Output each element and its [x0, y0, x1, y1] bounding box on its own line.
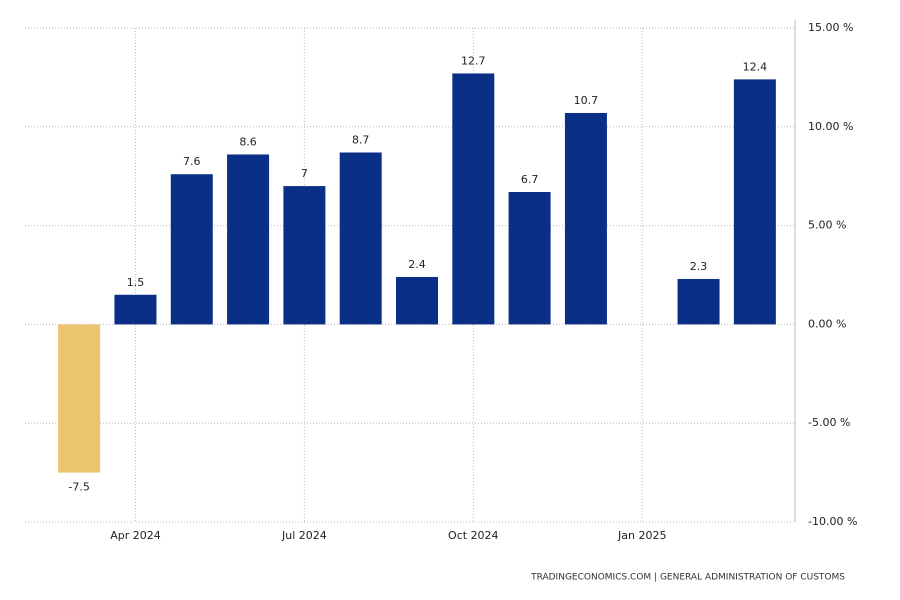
- bar: [283, 186, 326, 325]
- data-label: 7.6: [183, 155, 201, 168]
- y-tick-label: 0.00 %: [808, 317, 846, 330]
- x-tick-label: Oct 2024: [448, 529, 499, 542]
- bar: [508, 192, 551, 325]
- bar: [114, 294, 157, 325]
- data-label: 10.7: [574, 94, 599, 107]
- data-label: 12.7: [461, 54, 486, 67]
- bar: [564, 112, 607, 325]
- data-label: 2.4: [408, 258, 426, 271]
- data-label: 7: [301, 167, 308, 180]
- x-tick-label: Apr 2024: [110, 529, 161, 542]
- bar: [733, 79, 776, 325]
- bar: [677, 278, 720, 325]
- data-label: 2.3: [690, 260, 708, 273]
- data-label: -7.5: [68, 481, 89, 494]
- x-tick-label: Jul 2024: [281, 529, 327, 542]
- bar: [339, 152, 382, 325]
- bar: [396, 276, 438, 325]
- y-tick-label: -10.00 %: [808, 515, 857, 528]
- y-tick-label: -5.00 %: [808, 416, 850, 429]
- bar: [58, 324, 101, 473]
- x-tick-label: Jan 2025: [617, 529, 666, 542]
- y-tick-label: 5.00 %: [808, 219, 846, 232]
- data-label: 12.4: [743, 60, 768, 73]
- y-tick-label: 10.00 %: [808, 120, 853, 133]
- bar: [227, 154, 270, 325]
- data-label: 6.7: [521, 173, 539, 186]
- data-label: 8.7: [352, 133, 370, 146]
- bar: [452, 73, 495, 325]
- y-tick-label: 15.00 %: [808, 21, 853, 34]
- data-label: 1.5: [127, 276, 145, 289]
- source: TRADINGECONOMICS.COM | GENERAL ADMINISTR…: [530, 573, 845, 583]
- bar: [170, 174, 213, 325]
- data-label: 8.6: [239, 135, 257, 148]
